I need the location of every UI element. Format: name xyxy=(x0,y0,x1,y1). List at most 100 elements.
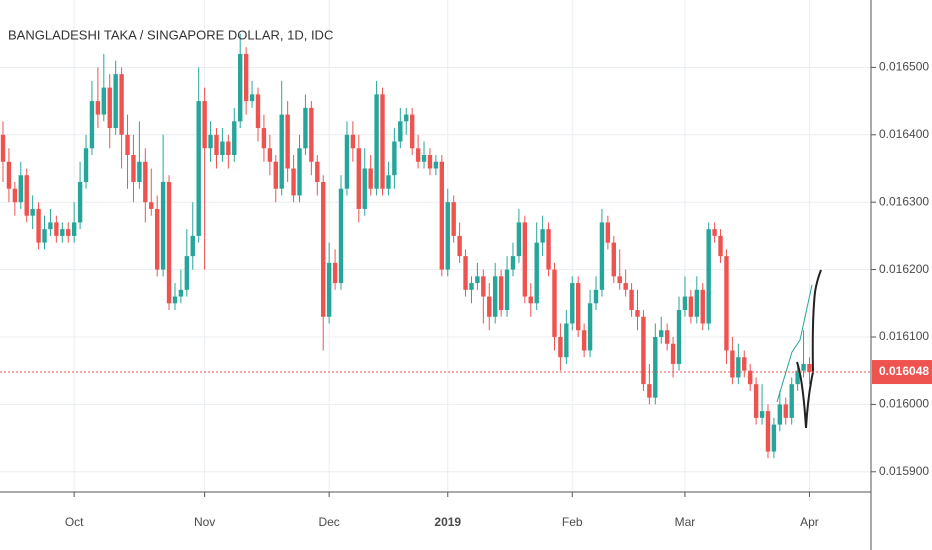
candle-body xyxy=(771,424,777,452)
candle-body xyxy=(635,310,640,317)
candle-body xyxy=(332,262,338,284)
candle-body xyxy=(498,276,504,311)
candle-body xyxy=(718,235,723,257)
candle-body xyxy=(238,53,243,122)
candle-body xyxy=(249,94,255,102)
candle-body xyxy=(143,161,148,203)
candle-body xyxy=(267,148,273,162)
candle-body xyxy=(522,222,528,297)
candle-body xyxy=(172,296,178,304)
y-tick-label: 0.016200 xyxy=(879,262,929,276)
candle-body xyxy=(196,101,201,236)
candle-body xyxy=(95,101,101,115)
candle-body xyxy=(682,296,688,311)
candle-body xyxy=(386,175,391,189)
candle-body xyxy=(232,121,237,156)
candle-body xyxy=(712,229,717,236)
candle-body xyxy=(463,256,468,290)
candle-body xyxy=(653,336,658,398)
candle-body xyxy=(469,283,474,290)
x-tick-label: Apr xyxy=(800,515,819,529)
candle-body xyxy=(700,289,705,324)
candle-body xyxy=(694,289,700,317)
candle-body xyxy=(315,161,320,182)
candle-body xyxy=(670,343,676,364)
candle-body xyxy=(273,161,278,189)
candle-body xyxy=(783,404,788,418)
candle-body xyxy=(208,134,213,149)
candle-body xyxy=(504,269,510,311)
candle-body xyxy=(742,357,747,371)
candle-body xyxy=(540,229,545,243)
x-tick-label: Nov xyxy=(194,515,215,529)
candle-body xyxy=(362,168,367,209)
candle-body xyxy=(427,155,433,169)
x-tick-label: Feb xyxy=(562,515,583,529)
candle-body xyxy=(125,134,130,156)
candle-body xyxy=(688,296,694,317)
candle-body xyxy=(492,276,498,317)
candle-body xyxy=(190,235,195,257)
candle-body xyxy=(297,148,302,196)
candle-body xyxy=(166,181,172,304)
candle-body xyxy=(178,289,184,297)
candle-body xyxy=(445,202,450,270)
candle-body xyxy=(380,94,385,189)
x-tick-label: Dec xyxy=(318,515,339,529)
candle-body xyxy=(24,175,29,216)
candle-body xyxy=(516,222,522,257)
candle-body xyxy=(587,303,593,351)
candle-body xyxy=(154,208,160,270)
candle-body xyxy=(510,256,516,270)
candle-body xyxy=(475,276,480,284)
y-tick-label: 0.015900 xyxy=(879,464,929,478)
candle-body xyxy=(368,168,373,189)
candle-body xyxy=(564,323,569,358)
candle-body xyxy=(433,161,439,169)
candle-body xyxy=(706,229,711,324)
x-tick-label: 2019 xyxy=(434,515,461,529)
candle-body xyxy=(226,141,231,156)
candle-body xyxy=(641,316,646,385)
candle-body xyxy=(54,222,59,236)
candle-body xyxy=(736,357,741,378)
candle-body xyxy=(6,161,12,189)
candle-body xyxy=(765,411,771,452)
candle-body xyxy=(611,242,616,277)
candle-body xyxy=(119,74,124,135)
candle-body xyxy=(321,181,326,317)
candle-body xyxy=(570,283,575,324)
candle-body xyxy=(392,141,397,176)
candle-body xyxy=(801,363,806,371)
candle-body xyxy=(42,229,47,243)
candle-body xyxy=(350,134,356,149)
candle-body xyxy=(89,101,95,149)
candle-body xyxy=(18,175,23,203)
candle-body xyxy=(285,114,290,169)
trend-drawing xyxy=(776,284,813,403)
candle-body xyxy=(558,336,563,358)
candle-body xyxy=(404,114,409,122)
y-tick-label: 0.016100 xyxy=(879,329,929,343)
candle-body xyxy=(214,134,219,156)
candle-body xyxy=(71,222,77,236)
candle-body xyxy=(807,363,812,373)
candle-body xyxy=(344,134,350,189)
candle-body xyxy=(48,222,53,230)
candle-body xyxy=(66,229,71,236)
candle-body xyxy=(647,384,652,398)
last-price-box xyxy=(872,360,932,385)
grid xyxy=(0,0,871,492)
candle-body xyxy=(659,330,664,337)
candle-body xyxy=(795,370,800,385)
candle-body xyxy=(487,296,492,317)
candle-body xyxy=(101,87,107,115)
candle-body xyxy=(149,202,154,209)
candle-body xyxy=(30,208,35,216)
candle-body xyxy=(160,181,166,270)
candle-body xyxy=(676,310,682,364)
candle-body xyxy=(747,370,753,385)
candle-body xyxy=(255,94,261,129)
candle-body xyxy=(60,229,65,236)
candle-body xyxy=(439,161,445,270)
